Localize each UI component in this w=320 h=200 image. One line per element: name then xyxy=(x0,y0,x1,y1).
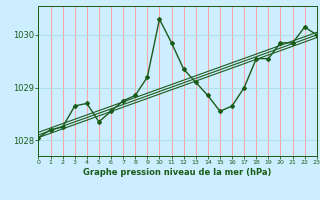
X-axis label: Graphe pression niveau de la mer (hPa): Graphe pression niveau de la mer (hPa) xyxy=(84,168,272,177)
